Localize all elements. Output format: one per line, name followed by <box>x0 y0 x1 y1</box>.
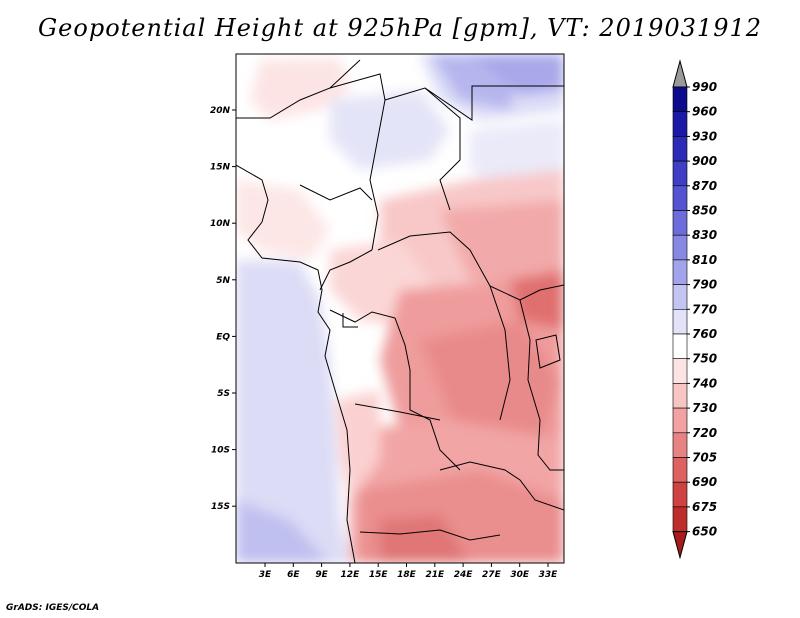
colorbar-tick-label: 730 <box>692 401 717 415</box>
colorbar-swatch <box>672 383 688 409</box>
colorbar-top-arrow <box>672 59 688 88</box>
lat-tick-label: EQ <box>216 332 230 342</box>
colorbar-tick-label: 770 <box>692 302 717 316</box>
colorbar-tick-label: 705 <box>692 451 717 465</box>
lat-tick-label: 15N <box>210 163 231 173</box>
colorbar-tick-label: 830 <box>692 228 717 242</box>
colorbar-swatch <box>672 308 688 335</box>
colorbar-swatch <box>672 136 688 162</box>
colorbar-tick-label: 870 <box>692 179 717 193</box>
colorbar-swatch <box>672 185 688 211</box>
colorbar-swatch <box>672 259 688 285</box>
lon-tick-label: 27E <box>482 570 502 580</box>
map-frame <box>235 53 565 564</box>
longitude-axis: 3E 6E 9E 12E 15E 18E 21E 24E 27E 30E 33E <box>259 563 558 580</box>
map-outlines <box>236 59 564 563</box>
colorbar-tick-label: 850 <box>692 204 717 218</box>
lon-tick-label: 33E <box>539 570 559 580</box>
colorbar-bottom-arrow <box>672 531 688 560</box>
colorbar-swatch <box>672 481 688 508</box>
lon-tick-label: 9E <box>315 570 328 580</box>
colorbar-tick-label: 790 <box>692 278 717 292</box>
colorbar-swatch <box>672 358 688 384</box>
chart-title: Geopotential Height at 925hPa [gpm], VT:… <box>38 14 762 42</box>
colorbar-tick-label: 960 <box>692 105 717 119</box>
colorbar-swatch <box>672 333 688 360</box>
colorbar-swatch <box>672 86 688 113</box>
colorbar-tick-label: 720 <box>692 426 717 440</box>
colorbar-swatch <box>672 210 688 236</box>
colorbar-tick-label: 900 <box>692 154 717 168</box>
colorbar-tick-label: 760 <box>692 327 717 341</box>
colorbar-swatch <box>672 506 688 532</box>
colorbar: 990 960 930 900 870 850 830 810 790 770 760 750 740 7… <box>672 59 717 560</box>
colorbar-tick-label: 930 <box>692 129 717 143</box>
latitude-axis: 20N 15N 10N 5N EQ 5S 10S 15S <box>210 106 236 512</box>
colorbar-tick-label: 990 <box>692 80 717 94</box>
colorbar-swatch <box>672 457 688 483</box>
lon-tick-label: 24E <box>454 570 474 580</box>
colorbar-swatch <box>672 407 688 434</box>
lon-tick-label: 12E <box>341 570 361 580</box>
lat-tick-label: 10S <box>211 446 230 456</box>
colorbar-swatch <box>672 111 688 137</box>
colorbar-tick-label: 810 <box>692 253 717 267</box>
lat-tick-label: 5N <box>216 276 230 286</box>
lat-tick-label: 10N <box>210 219 231 229</box>
lon-tick-label: 21E <box>425 570 445 580</box>
lat-tick-label: 20N <box>210 106 231 116</box>
colorbar-tick-label: 650 <box>692 525 717 539</box>
height-field <box>236 54 564 563</box>
colorbar-tick-label: 690 <box>692 475 717 489</box>
colorbar-swatch <box>672 432 688 458</box>
colorbar-tick-label: 740 <box>692 376 717 390</box>
lat-tick-label: 15S <box>211 502 230 512</box>
lon-tick-label: 3E <box>259 570 272 580</box>
colorbar-swatch <box>672 160 688 187</box>
colorbar-swatch <box>672 234 688 261</box>
lat-tick-label: 5S <box>217 389 230 399</box>
lon-tick-label: 18E <box>397 570 417 580</box>
grads-credit: GrADS: IGES/COLA <box>6 603 100 613</box>
colorbar-tick-label: 750 <box>692 352 717 366</box>
lon-tick-label: 30E <box>510 570 530 580</box>
colorbar-swatch <box>672 284 688 310</box>
colorbar-tick-label: 675 <box>692 500 717 514</box>
lon-tick-label: 15E <box>369 570 389 580</box>
lon-tick-label: 6E <box>287 570 300 580</box>
